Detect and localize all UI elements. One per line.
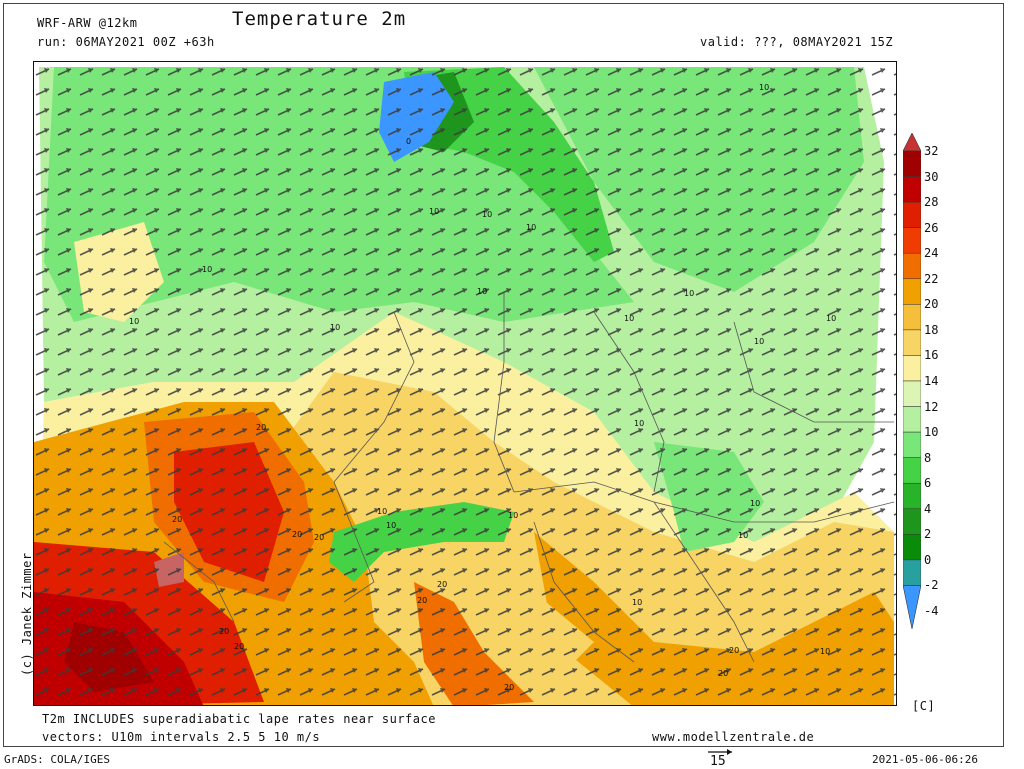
timestamp-label: 2021-05-06-06:26 xyxy=(872,753,978,766)
scale-band xyxy=(903,559,921,586)
scale-band xyxy=(903,252,921,280)
contour-label: 10 xyxy=(330,323,340,332)
scale-label: 10 xyxy=(924,425,939,440)
valid-label: valid: ???, 08MAY2021 15Z xyxy=(700,35,894,49)
website-label: www.modellzentrale.de xyxy=(652,730,815,744)
contour-label: 10 xyxy=(759,83,769,92)
scale-band xyxy=(903,508,921,535)
contour-label: 10 xyxy=(754,337,764,346)
model-label: WRF-ARW @12km xyxy=(37,16,138,30)
contour-label: 10 xyxy=(750,499,760,508)
vector-scale-arrow-icon xyxy=(708,749,732,755)
contour-label: 20 xyxy=(729,646,739,655)
country-borders xyxy=(163,292,895,663)
temperature-color-scale xyxy=(903,133,921,629)
contour-label: 10 xyxy=(377,507,387,516)
contour-label: 20 xyxy=(172,515,182,524)
contour-label: 10 xyxy=(429,207,439,216)
scale-label: 2 xyxy=(924,527,932,542)
contour-label: 10 xyxy=(508,511,518,520)
scale-band xyxy=(903,355,921,382)
credit-label: (c) Janek Zimmer xyxy=(20,552,34,676)
scale-label: 12 xyxy=(924,399,939,414)
scale-band xyxy=(903,457,921,484)
scale-band xyxy=(903,227,921,254)
scale-label: 32 xyxy=(924,144,939,158)
scale-band xyxy=(903,150,921,177)
scale-label: 4 xyxy=(924,501,932,516)
scale-label: 8 xyxy=(924,450,932,465)
contour-labels: 10 10 10 10 10 10 10 10 10 10 10 10 10 1… xyxy=(129,83,836,692)
scale-label: 22 xyxy=(924,271,939,286)
contour-label: 10 xyxy=(632,598,642,607)
scale-label: -2 xyxy=(924,578,939,593)
scale-arrow-bottom xyxy=(903,585,921,629)
scale-label: -4 xyxy=(924,604,939,618)
scale-arrow-top xyxy=(903,133,921,152)
scale-band xyxy=(903,329,921,356)
scale-band xyxy=(903,482,921,510)
contour-label: 20 xyxy=(234,642,244,651)
scale-band xyxy=(903,304,921,331)
scale-band xyxy=(903,176,921,203)
scale-label: 20 xyxy=(924,297,939,312)
contour-label: 10 xyxy=(482,210,492,219)
grads-label: GrADS: COLA/IGES xyxy=(4,753,110,766)
contour-label: 20 xyxy=(437,580,447,589)
contour-label: 10 xyxy=(624,314,634,323)
contour-label: 20 xyxy=(256,423,266,432)
contour-label: 10 xyxy=(526,223,536,232)
scale-band xyxy=(903,534,921,561)
contour-label: 20 xyxy=(219,627,229,636)
contour-label: 10 xyxy=(202,265,212,274)
map-title: Temperature 2m xyxy=(232,8,407,30)
contour-label: 20 xyxy=(292,530,302,539)
scale-label: 24 xyxy=(924,246,939,261)
contour-label: 10 xyxy=(820,647,830,656)
scale-label: 6 xyxy=(924,476,932,491)
scale-label: 14 xyxy=(924,374,939,388)
scale-band xyxy=(903,406,921,433)
contour-label: 10 xyxy=(386,521,396,530)
contour-label: 20 xyxy=(417,596,427,605)
scale-band xyxy=(903,380,921,407)
contour-label: 10 xyxy=(738,531,748,540)
temperature-map[interactable]: 10 10 10 10 10 10 10 10 10 10 10 10 10 1… xyxy=(33,61,897,706)
scale-label: 26 xyxy=(924,220,939,235)
contour-label: 0 xyxy=(406,137,411,146)
wind-vectors xyxy=(34,62,896,705)
contour-label: 10 xyxy=(477,287,487,296)
plot-frame xyxy=(3,3,1004,747)
scale-label: 0 xyxy=(924,552,932,567)
vector-scale-label: 15 xyxy=(710,754,726,769)
scale-band xyxy=(903,278,921,305)
footer-note-superadiabatic: T2m INCLUDES superadiabatic lape rates n… xyxy=(42,712,436,726)
scale-label: 16 xyxy=(924,348,939,363)
contour-label: 20 xyxy=(718,669,728,678)
scale-label: 18 xyxy=(924,322,939,337)
scale-band xyxy=(903,201,921,228)
map-svg: 10 10 10 10 10 10 10 10 10 10 10 10 10 1… xyxy=(34,62,896,705)
contour-label: 10 xyxy=(826,314,836,323)
contour-label: 10 xyxy=(129,317,139,326)
scale-label: 30 xyxy=(924,169,939,184)
scale-label: 28 xyxy=(924,195,939,210)
contour-label: 10 xyxy=(634,419,644,428)
scale-band xyxy=(903,431,921,458)
unit-label: [C] xyxy=(912,699,936,713)
contour-label: 20 xyxy=(314,533,324,542)
run-label: run: 06MAY2021 00Z +63h xyxy=(37,35,215,49)
contour-label: 10 xyxy=(684,289,694,298)
footer-note-vectors: vectors: U10m intervals 2.5 5 10 m/s xyxy=(42,730,321,744)
contour-label: 20 xyxy=(504,683,514,692)
